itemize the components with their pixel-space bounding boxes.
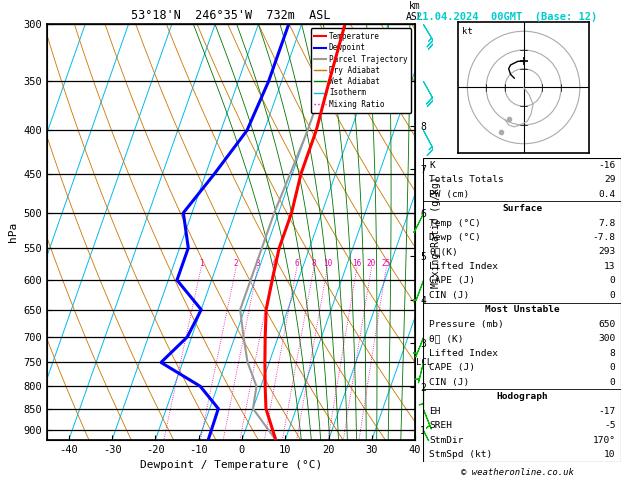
Text: kt: kt xyxy=(462,28,472,36)
Text: 650: 650 xyxy=(598,320,616,329)
Text: Lifted Index: Lifted Index xyxy=(429,349,498,358)
Text: 1: 1 xyxy=(199,259,203,268)
Text: 0: 0 xyxy=(610,378,616,387)
Text: 0: 0 xyxy=(610,363,616,372)
Text: Temp (°C): Temp (°C) xyxy=(429,219,481,227)
Y-axis label: hPa: hPa xyxy=(8,222,18,242)
Text: -16: -16 xyxy=(598,161,616,170)
Text: Lifted Index: Lifted Index xyxy=(429,262,498,271)
Text: CIN (J): CIN (J) xyxy=(429,378,469,387)
Text: 6: 6 xyxy=(294,259,299,268)
Text: StmDir: StmDir xyxy=(429,435,464,445)
Text: 8: 8 xyxy=(311,259,316,268)
Text: 10: 10 xyxy=(323,259,332,268)
Text: CAPE (J): CAPE (J) xyxy=(429,363,476,372)
Text: 170°: 170° xyxy=(593,435,616,445)
Text: © weatheronline.co.uk: © weatheronline.co.uk xyxy=(460,468,574,477)
Text: 4: 4 xyxy=(271,259,276,268)
Text: 10: 10 xyxy=(604,450,616,459)
Text: 21.04.2024  00GMT  (Base: 12): 21.04.2024 00GMT (Base: 12) xyxy=(416,12,597,22)
Text: CIN (J): CIN (J) xyxy=(429,291,469,300)
Text: Totals Totals: Totals Totals xyxy=(429,175,504,184)
Text: 16: 16 xyxy=(352,259,362,268)
Text: 0: 0 xyxy=(610,291,616,300)
Text: 25: 25 xyxy=(382,259,391,268)
Text: -5: -5 xyxy=(604,421,616,430)
Text: km
ASL: km ASL xyxy=(406,0,424,22)
Text: 7.8: 7.8 xyxy=(598,219,616,227)
Text: SREH: SREH xyxy=(429,421,452,430)
Text: Hodograph: Hodograph xyxy=(496,392,548,401)
Text: -17: -17 xyxy=(598,407,616,416)
Y-axis label: Mixing Ratio (g/kg): Mixing Ratio (g/kg) xyxy=(431,176,442,288)
Text: 293: 293 xyxy=(598,247,616,257)
Text: 0.4: 0.4 xyxy=(598,190,616,199)
Text: Pressure (mb): Pressure (mb) xyxy=(429,320,504,329)
Text: 29: 29 xyxy=(604,175,616,184)
Legend: Temperature, Dewpoint, Parcel Trajectory, Dry Adiabat, Wet Adiabat, Isotherm, Mi: Temperature, Dewpoint, Parcel Trajectory… xyxy=(311,28,411,112)
Text: K: K xyxy=(429,161,435,170)
Text: Most Unstable: Most Unstable xyxy=(485,305,560,314)
Text: θᴄ (K): θᴄ (K) xyxy=(429,334,464,343)
Text: Dewp (°C): Dewp (°C) xyxy=(429,233,481,242)
Text: 2: 2 xyxy=(234,259,238,268)
Text: StmSpd (kt): StmSpd (kt) xyxy=(429,450,493,459)
Text: PW (cm): PW (cm) xyxy=(429,190,469,199)
Text: 13: 13 xyxy=(604,262,616,271)
Text: CAPE (J): CAPE (J) xyxy=(429,277,476,285)
Text: 300: 300 xyxy=(598,334,616,343)
Text: EH: EH xyxy=(429,407,441,416)
Text: 0: 0 xyxy=(610,277,616,285)
Text: Surface: Surface xyxy=(503,204,542,213)
Text: 20: 20 xyxy=(367,259,376,268)
Title: 53°18'N  246°35'W  732m  ASL: 53°18'N 246°35'W 732m ASL xyxy=(131,9,331,22)
Text: θᴄ(K): θᴄ(K) xyxy=(429,247,458,257)
Text: 8: 8 xyxy=(610,349,616,358)
Text: -7.8: -7.8 xyxy=(593,233,616,242)
Text: 3: 3 xyxy=(255,259,260,268)
X-axis label: Dewpoint / Temperature (°C): Dewpoint / Temperature (°C) xyxy=(140,460,322,470)
Text: LCL: LCL xyxy=(416,358,432,367)
